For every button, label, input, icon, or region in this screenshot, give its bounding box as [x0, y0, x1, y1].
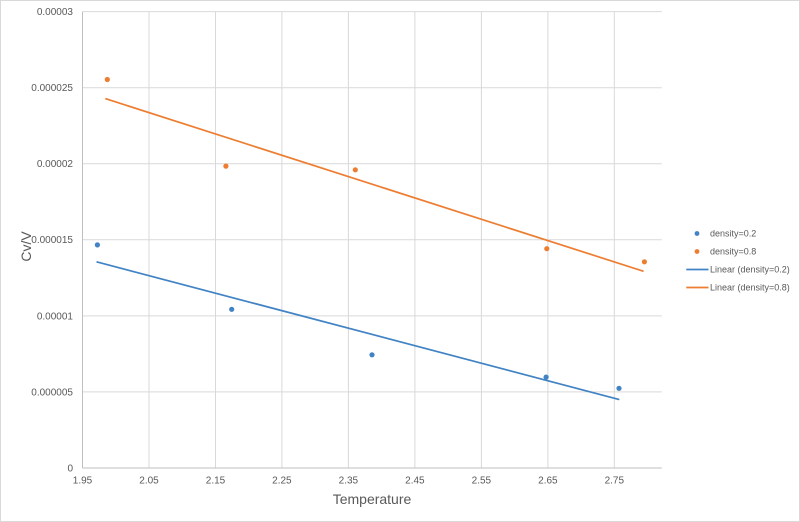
svg-text:density=0.8: density=0.8	[710, 247, 756, 257]
svg-text:2.05: 2.05	[139, 475, 159, 486]
svg-text:2.55: 2.55	[472, 475, 492, 486]
svg-text:2.15: 2.15	[206, 475, 226, 486]
svg-text:Linear (density=0.8): Linear (density=0.8)	[710, 283, 790, 293]
svg-text:Temperature: Temperature	[333, 491, 412, 507]
svg-text:0.000025: 0.000025	[31, 83, 73, 94]
svg-text:0.00001: 0.00001	[37, 311, 74, 322]
svg-text:2.25: 2.25	[272, 475, 292, 486]
svg-text:2.65: 2.65	[538, 475, 558, 486]
svg-text:2.35: 2.35	[339, 475, 359, 486]
svg-text:0.000015: 0.000015	[31, 235, 73, 246]
svg-text:2.75: 2.75	[605, 475, 625, 486]
svg-text:1.95: 1.95	[73, 475, 93, 486]
svg-text:Linear (density=0.2): Linear (density=0.2)	[710, 265, 790, 275]
svg-text:0: 0	[67, 463, 73, 474]
svg-text:density=0.2: density=0.2	[710, 229, 756, 239]
svg-text:0.000005: 0.000005	[31, 387, 73, 398]
svg-text:Cv/V: Cv/V	[18, 231, 34, 262]
svg-text:2.45: 2.45	[405, 475, 425, 486]
svg-text:0.00003: 0.00003	[37, 7, 74, 18]
svg-text:0.00002: 0.00002	[37, 159, 74, 170]
